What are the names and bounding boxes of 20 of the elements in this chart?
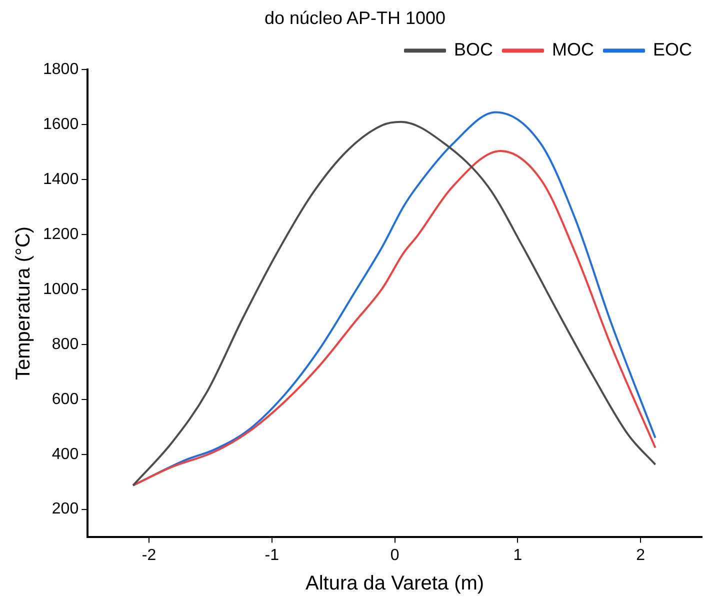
y-tick-label: 200: [52, 500, 79, 518]
x-tick-label: 0: [390, 546, 400, 564]
x-tick-label: -2: [142, 546, 156, 564]
x-tick-label: -1: [264, 546, 280, 564]
y-tick-label: 800: [52, 336, 79, 353]
y-tick-label: 1400: [43, 170, 79, 188]
y-tick-label: 1600: [43, 116, 79, 133]
x-tick-label: 2: [636, 546, 646, 564]
y-tick-label: 600: [52, 390, 79, 408]
legend-label: BOC: [454, 40, 494, 60]
chart-title: do núcleo AP-TH 1000: [264, 8, 446, 28]
x-axis-title: Altura da Vareta (m): [306, 572, 484, 595]
legend-label: EOC: [652, 40, 692, 60]
y-tick-label: 400: [52, 446, 79, 463]
y-tick-label: 1800: [43, 61, 79, 78]
y-axis-title: Temperatura (°C): [12, 226, 35, 380]
y-tick-label: 1000: [43, 280, 79, 298]
x-tick-label: 1: [513, 546, 522, 564]
legend-label: MOC: [552, 40, 594, 60]
y-tick-label: 1200: [43, 226, 79, 243]
